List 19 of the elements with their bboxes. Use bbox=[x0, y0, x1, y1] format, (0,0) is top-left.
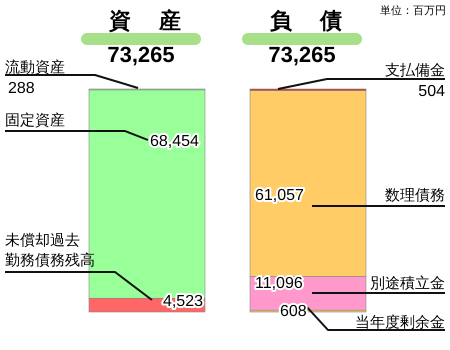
series-label: 数理債務 bbox=[385, 186, 445, 204]
series-label: 未償却過去勤務債務残高 bbox=[5, 231, 95, 269]
series-label: 当年度剰余金 bbox=[355, 313, 445, 331]
data-label: 504 bbox=[418, 83, 446, 100]
data-label: 11,096 bbox=[255, 275, 303, 292]
total-label: 73,265 bbox=[268, 42, 336, 67]
total-label: 73,265 bbox=[107, 42, 175, 67]
x-tick-label: 負債 bbox=[270, 9, 370, 34]
data-label: 61,057 bbox=[255, 187, 304, 204]
series-label: 流動資産 bbox=[5, 58, 65, 76]
series-label: 固定資産 bbox=[5, 111, 65, 129]
data-label: 608 bbox=[280, 303, 307, 320]
text: 単位：百万円 bbox=[380, 4, 446, 17]
series-label: 別途積立金 bbox=[370, 274, 445, 292]
data-label: 4,523 bbox=[162, 293, 204, 310]
data-label: 288 bbox=[8, 80, 35, 97]
data-label: 68,454 bbox=[150, 133, 200, 150]
x-tick-label: 資産 bbox=[108, 8, 209, 34]
series-label: 支払備金 bbox=[385, 61, 445, 79]
